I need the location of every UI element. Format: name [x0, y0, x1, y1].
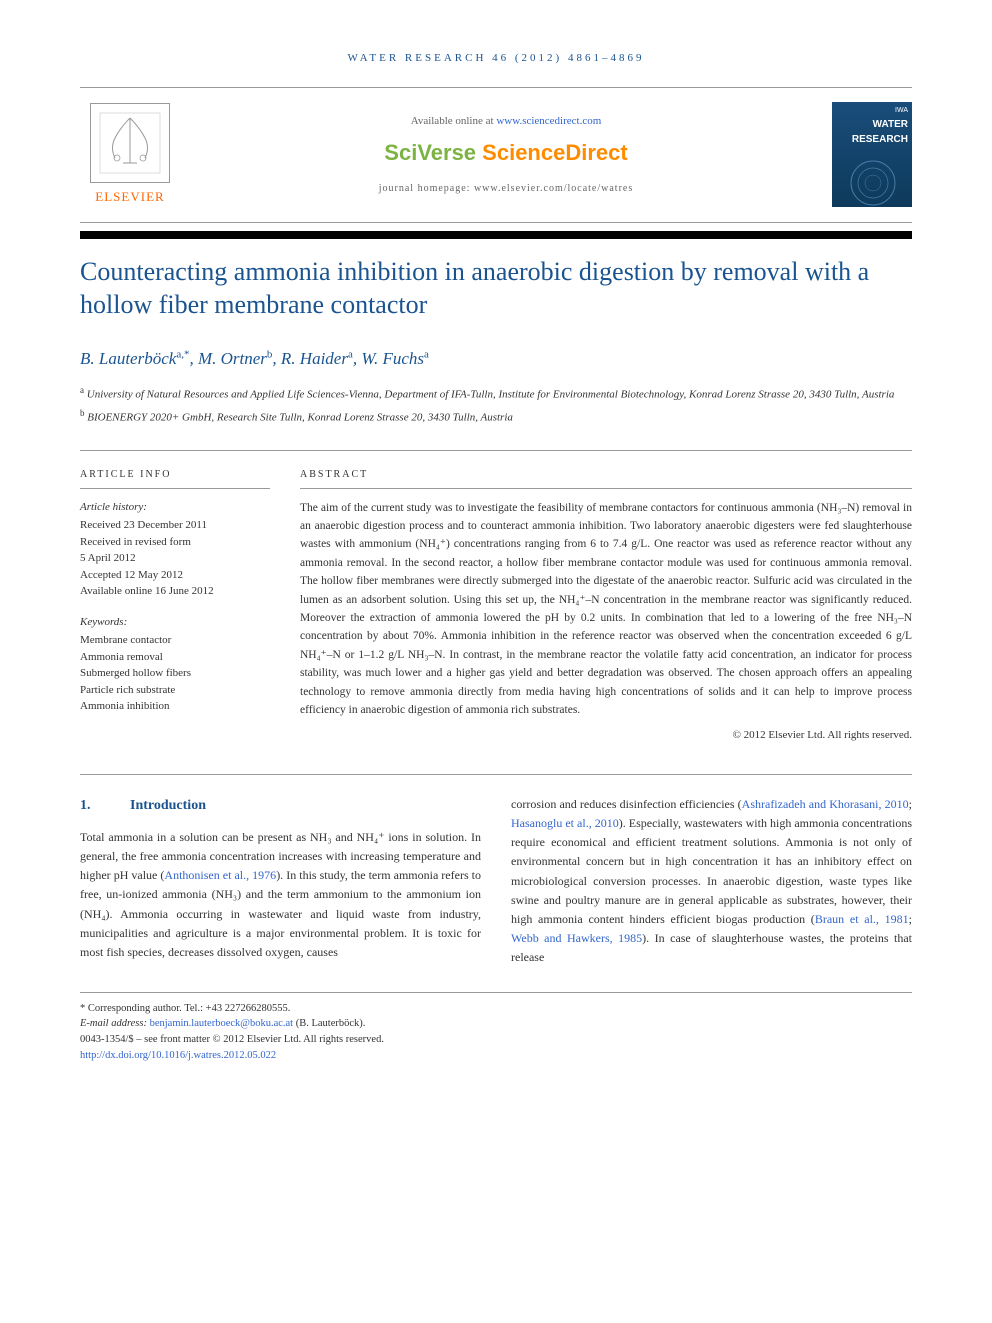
history-line: Available online 16 June 2012	[80, 583, 270, 600]
corresponding-author: * Corresponding author. Tel.: +43 227266…	[80, 1001, 912, 1017]
section-label: Introduction	[130, 798, 206, 813]
email-link[interactable]: benjamin.lauterboeck@boku.ac.at	[150, 1018, 294, 1029]
section-heading-intro: 1.Introduction	[80, 795, 481, 816]
issn-line: 0043-1354/$ – see front matter © 2012 El…	[80, 1032, 912, 1048]
email-label: E-mail address:	[80, 1018, 150, 1029]
body-columns: 1.Introduction Total ammonia in a soluti…	[80, 795, 912, 968]
history-line: Accepted 12 May 2012	[80, 567, 270, 584]
title-separator-bar	[80, 231, 912, 239]
available-label: Available online at	[411, 115, 497, 127]
body-col-left: 1.Introduction Total ammonia in a soluti…	[80, 795, 481, 968]
keyword: Ammonia inhibition	[80, 698, 270, 715]
history-line: Received 23 December 2011	[80, 517, 270, 534]
body-col-right: corrosion and reduces disinfection effic…	[511, 795, 912, 968]
abstract-column: ABSTRACT The aim of the current study wa…	[300, 467, 912, 744]
footer-block: * Corresponding author. Tel.: +43 227266…	[80, 992, 912, 1064]
keyword: Submerged hollow fibers	[80, 665, 270, 682]
cover-title-1: WATER	[836, 117, 908, 132]
branding-bar: ELSEVIER Available online at www.science…	[80, 87, 912, 223]
available-online-text: Available online at www.sciencedirect.co…	[180, 113, 832, 130]
elsevier-tree-icon	[90, 103, 170, 183]
sciencedirect-link[interactable]: www.sciencedirect.com	[496, 115, 601, 127]
meta-section: ARTICLE INFO Article history: Received 2…	[80, 450, 912, 744]
keyword: Membrane contactor	[80, 632, 270, 649]
doi-link[interactable]: http://dx.doi.org/10.1016/j.watres.2012.…	[80, 1050, 276, 1061]
sciverse-word: SciVerse	[384, 140, 482, 165]
journal-header: WATER RESEARCH 46 (2012) 4861–4869	[80, 50, 912, 67]
abstract-heading: ABSTRACT	[300, 467, 912, 489]
affiliations-block: a University of Natural Resources and Ap…	[80, 384, 912, 426]
body-divider	[80, 774, 912, 775]
sciencedirect-word: ScienceDirect	[482, 140, 628, 165]
affiliation-a: a University of Natural Resources and Ap…	[80, 384, 912, 403]
intro-text-col2: corrosion and reduces disinfection effic…	[511, 795, 912, 968]
journal-homepage: journal homepage: www.elsevier.com/locat…	[180, 181, 832, 196]
article-title: Counteracting ammonia inhibition in anae…	[80, 255, 912, 323]
history-label: Article history:	[80, 499, 270, 516]
affiliation-b: b BIOENERGY 2020+ GmbH, Research Site Tu…	[80, 407, 912, 426]
email-suffix: (B. Lauterböck).	[293, 1018, 365, 1029]
abstract-text: The aim of the current study was to inve…	[300, 499, 912, 720]
center-branding: Available online at www.sciencedirect.co…	[180, 113, 832, 196]
history-line: 5 April 2012	[80, 550, 270, 567]
keyword: Particle rich substrate	[80, 682, 270, 699]
journal-cover-thumbnail: IWA WATER RESEARCH	[832, 102, 912, 207]
cover-title-2: RESEARCH	[836, 132, 908, 147]
section-number: 1.	[80, 795, 130, 816]
sciverse-logo: SciVerse ScienceDirect	[180, 136, 832, 169]
email-line: E-mail address: benjamin.lauterboeck@bok…	[80, 1016, 912, 1032]
authors-list: B. Lauterböcka,*, M. Ortnerb, R. Haidera…	[80, 346, 912, 372]
abstract-copyright: © 2012 Elsevier Ltd. All rights reserved…	[300, 727, 912, 744]
elsevier-logo: ELSEVIER	[80, 100, 180, 210]
article-info-heading: ARTICLE INFO	[80, 467, 270, 489]
article-info-sidebar: ARTICLE INFO Article history: Received 2…	[80, 467, 270, 744]
keyword: Ammonia removal	[80, 649, 270, 666]
elsevier-wordmark: ELSEVIER	[95, 187, 164, 207]
history-line: Received in revised form	[80, 534, 270, 551]
keywords-label: Keywords:	[80, 614, 270, 631]
intro-text-col1: Total ammonia in a solution can be prese…	[80, 828, 481, 962]
